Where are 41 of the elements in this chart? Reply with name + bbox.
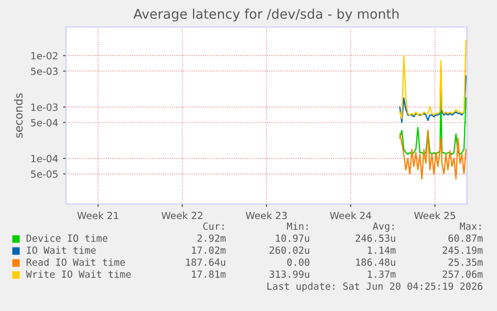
x-tick-label: Week 22 [162, 212, 202, 220]
line-series [399, 97, 467, 155]
text: 2.92m [197, 234, 226, 242]
text: 1.14m [368, 246, 396, 254]
text: 245.19m [442, 246, 483, 254]
legend-label: Device IO time [26, 234, 108, 242]
x-tick-label: Week 23 [246, 212, 287, 220]
legend-label: Write IO Wait time [26, 270, 131, 278]
text: 313.99u [270, 270, 310, 278]
text: Min: [286, 222, 308, 230]
chart-title: Average latency for /dev/sda - by month [133, 8, 399, 22]
text: 186.48u [356, 258, 396, 266]
x-tick-label: Week 24 [330, 212, 372, 220]
x-tick-label: Week 25 [414, 212, 456, 220]
line-series [399, 40, 467, 120]
text: 60.87m [448, 234, 483, 242]
text: 260.02u [270, 246, 310, 254]
text: 25.35m [448, 258, 483, 266]
text: Cur: [203, 222, 224, 230]
text: 187.64u [186, 258, 226, 266]
y-tick-label: 1e-03 [31, 104, 58, 111]
y-tick-label: 1e-02 [31, 52, 58, 60]
text: 1.37m [368, 270, 396, 278]
legend-label: IO Wait time [26, 246, 96, 254]
text: Max: [460, 222, 481, 230]
y-tick-label: 5e-03 [31, 68, 58, 75]
y-axis-title: seconds [14, 93, 23, 138]
text: Avg: [372, 222, 394, 232]
text: 10.97u [276, 234, 310, 242]
y-tick-label: 5e-04 [31, 118, 58, 126]
text: 257.06m [442, 270, 483, 278]
y-tick-label: 5e-05 [31, 170, 58, 178]
text: 17.81m [192, 270, 226, 278]
legend-label: Read IO Wait time [26, 258, 125, 266]
line-series [399, 130, 467, 180]
x-tick-label: Week 21 [77, 212, 118, 220]
text: 246.53u [356, 234, 396, 242]
y-tick-label: 1e-04 [31, 154, 58, 162]
text: Last update: Sat Jun 20 04:25:19 2026 [267, 282, 482, 292]
text: 17.02m [192, 246, 226, 254]
text: 0.00 [287, 258, 310, 266]
